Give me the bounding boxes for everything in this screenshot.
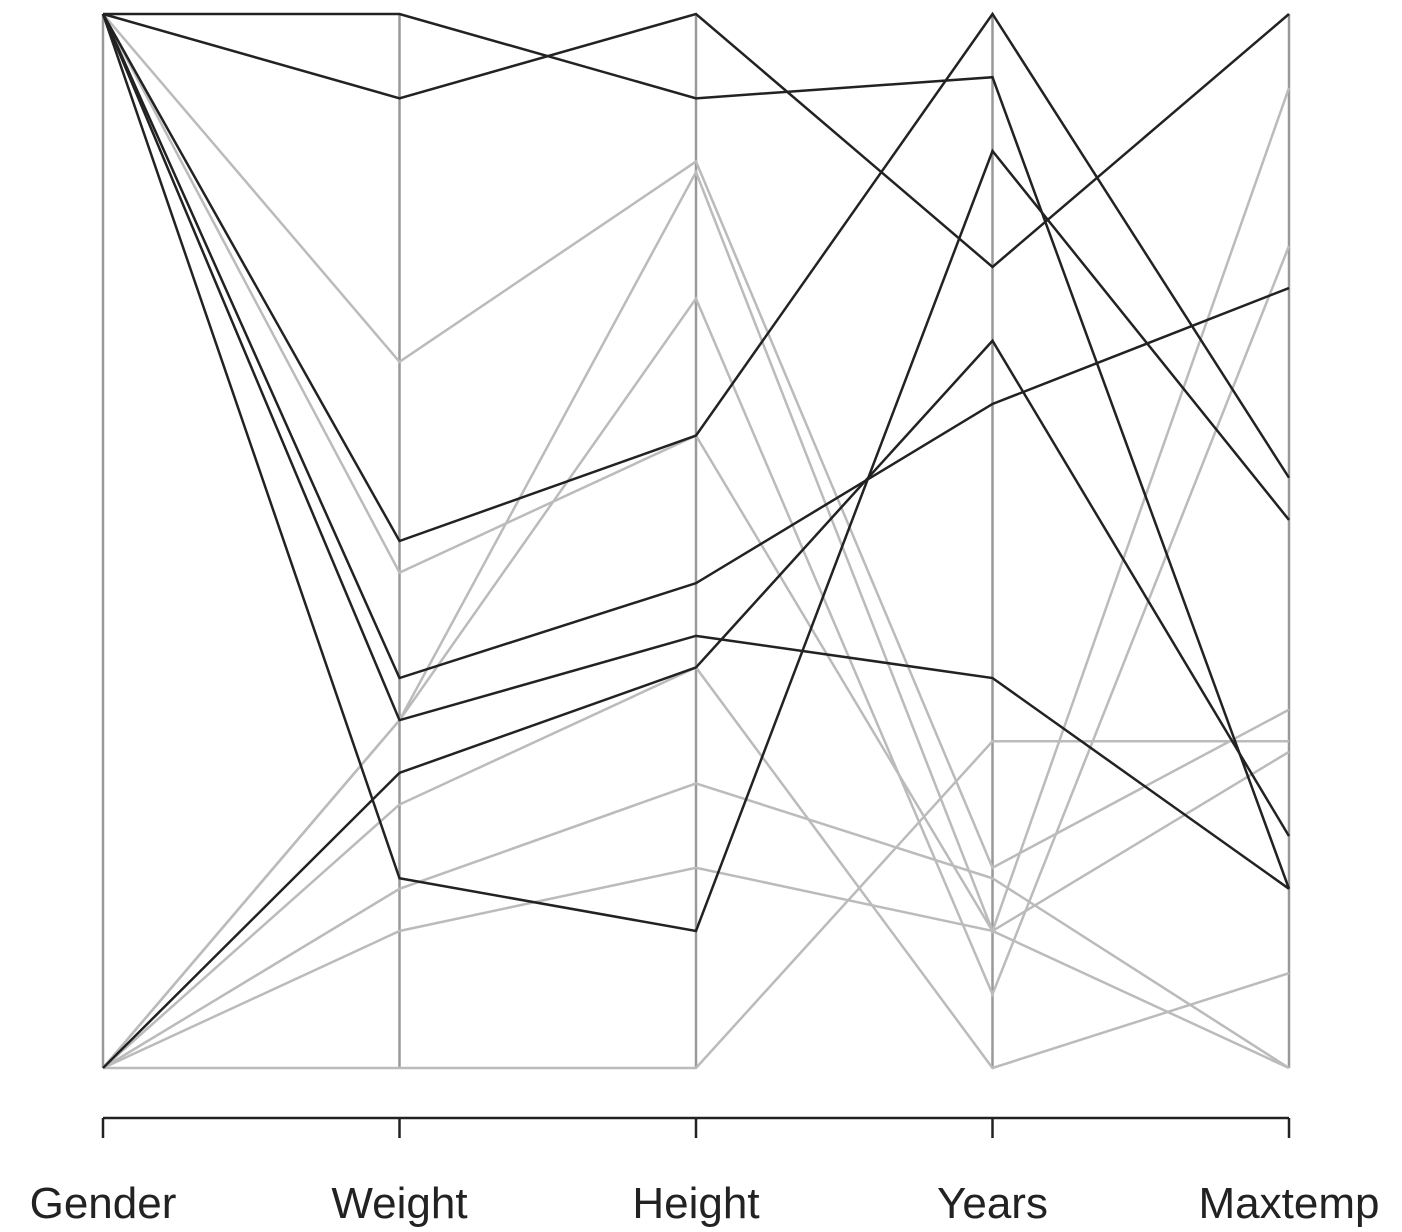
data-line (101, 13, 1290, 890)
x-tick-label: Height (632, 1179, 759, 1228)
x-tick-label: Weight (331, 1179, 467, 1228)
x-tick-label: Maxtemp (1199, 1179, 1380, 1228)
data-line (103, 740, 1289, 1070)
data-line (102, 12, 1290, 269)
data-line (101, 13, 1290, 680)
data-line (102, 782, 1290, 1070)
data-line (103, 12, 1291, 890)
data-line (101, 13, 1290, 933)
data-line (102, 13, 1290, 870)
data-line (102, 338, 1291, 1069)
data-line (102, 750, 1290, 1070)
x-tick-label: Years (937, 1179, 1048, 1228)
data-line (101, 11, 1291, 543)
data-line (102, 87, 1291, 1069)
x-tick-label: Gender (30, 1179, 177, 1228)
